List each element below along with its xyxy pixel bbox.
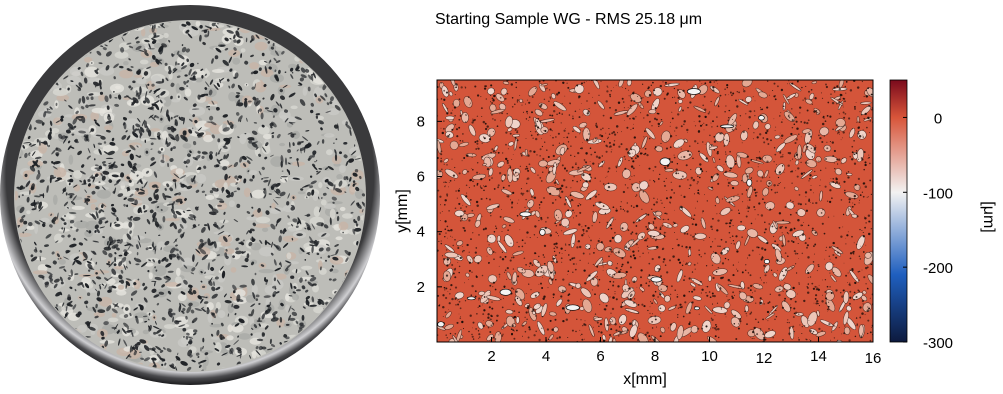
colorbar-tick-label: -300 [923,335,953,352]
x-tick-label: 6 [596,348,604,365]
y-tick-label: 4 [417,224,425,241]
colorbar-tick-label: -200 [923,260,953,277]
y-tick-label: 8 [417,113,425,130]
chart-title: Starting Sample WG - RMS 25.18 μm [435,11,702,28]
colorbar [890,80,907,342]
colorbar-tick-label: 0 [934,110,942,127]
sample-photo-panel [0,0,380,389]
x-tick-label: 14 [810,348,827,365]
x-tick-label: 10 [701,348,718,365]
heightmap-figure: Starting Sample WG - RMS 25.18 μm 2 4 6 8 10… [380,0,1003,389]
x-tick-label: 16 [865,350,882,367]
y-tick-label: 6 [417,169,425,186]
heightmap-chart: Starting Sample WG - RMS 25.18 μm 2 4 6 8 10… [380,0,1003,389]
y-tick-label: 2 [417,279,425,296]
y-axis-label: y[mm] [394,189,411,233]
x-tick-label: 2 [487,348,495,365]
x-axis-label: x[mm] [623,371,667,388]
colorbar-tick-label: -100 [923,185,953,202]
x-tick-label: 4 [542,348,550,365]
colorbar-label: [μm] [980,201,997,232]
granite-sample-disc-photo [0,0,380,389]
colorbar-axis: 0 -100 -200 -300 [903,110,953,352]
x-tick-label: 8 [651,348,659,365]
x-tick-label: 12 [756,350,773,367]
